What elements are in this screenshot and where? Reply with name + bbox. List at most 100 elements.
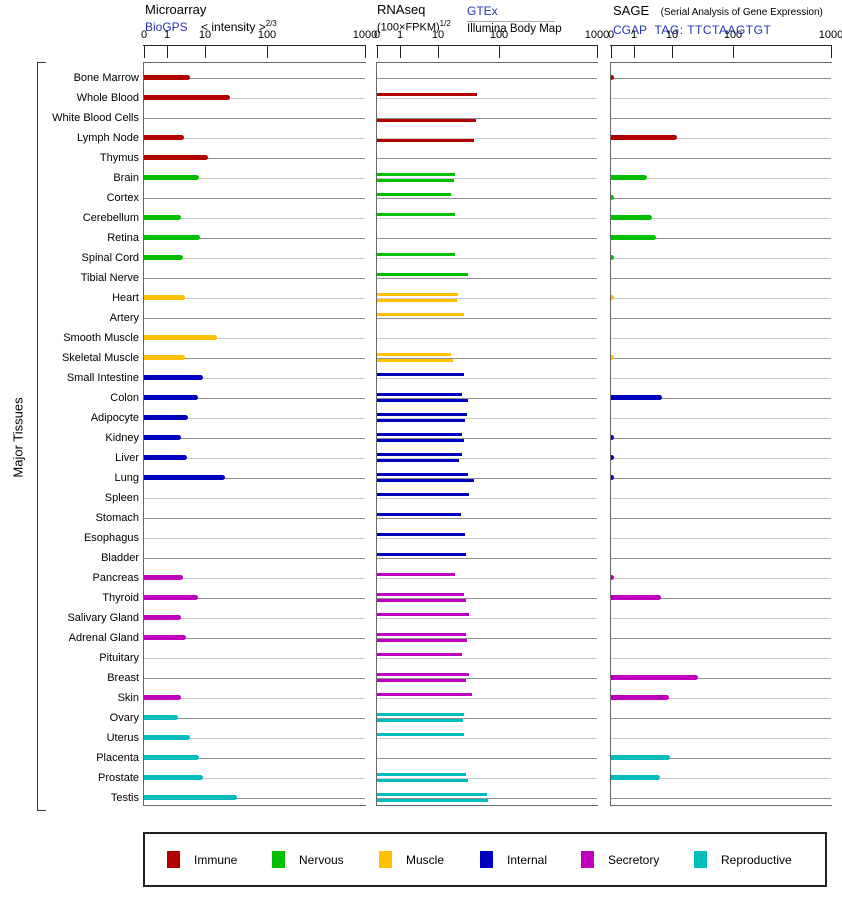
axis-tick bbox=[438, 45, 439, 58]
row-track bbox=[611, 378, 831, 379]
row-track bbox=[611, 338, 831, 339]
row-track bbox=[611, 238, 831, 239]
row-track bbox=[144, 338, 365, 339]
expression-bar-reproductive bbox=[144, 775, 203, 780]
biogps-link[interactable]: BioGPS bbox=[145, 20, 188, 34]
row-track bbox=[377, 178, 597, 179]
expression-bar-internal bbox=[144, 455, 187, 460]
expression-bar-internal bbox=[144, 395, 198, 400]
legend-item-muscle: Muscle bbox=[379, 834, 444, 885]
expression-bar-immune bbox=[611, 135, 677, 140]
row-track bbox=[144, 638, 365, 639]
expression-bar-muscle bbox=[144, 295, 185, 300]
gtex-bar-internal bbox=[377, 373, 464, 376]
illumina-bar-immune bbox=[377, 119, 476, 122]
gtex-link[interactable]: GTEx bbox=[467, 4, 498, 18]
row-track bbox=[611, 218, 831, 219]
row-track bbox=[144, 98, 365, 99]
tissue-label: Lung bbox=[114, 472, 139, 484]
row-track bbox=[144, 378, 365, 379]
legend-swatch-secretory bbox=[581, 851, 594, 868]
panel-left-border bbox=[376, 62, 377, 806]
expression-bar-internal bbox=[611, 435, 614, 440]
panel-bottom-border bbox=[376, 805, 598, 806]
axis-tick bbox=[144, 45, 145, 58]
row-track bbox=[611, 178, 831, 179]
row-track bbox=[144, 318, 365, 319]
expression-bar-muscle bbox=[144, 335, 217, 340]
gtex-bar-internal bbox=[377, 413, 467, 416]
row-track bbox=[611, 798, 831, 799]
row-track bbox=[377, 778, 597, 779]
tissue-label: Adipocyte bbox=[90, 412, 139, 424]
cgap-link[interactable]: CGAP bbox=[613, 23, 648, 37]
expression-bar-muscle bbox=[611, 295, 614, 300]
tissue-label: Tibial Nerve bbox=[80, 272, 139, 284]
row-track bbox=[144, 498, 365, 499]
gtex-bar-muscle bbox=[377, 313, 464, 316]
legend-item-internal: Internal bbox=[480, 834, 547, 885]
row-track bbox=[611, 598, 831, 599]
axis-tick-label: 10 bbox=[665, 29, 679, 41]
panel-top-border bbox=[610, 62, 832, 63]
gtex-bar-secretory bbox=[377, 633, 466, 636]
tissue-label: Pituitary bbox=[99, 652, 139, 664]
tissue-label: Small Intestine bbox=[66, 372, 139, 384]
row-track bbox=[377, 418, 597, 419]
axis-tick bbox=[733, 45, 734, 58]
axis-tick-label: 1 bbox=[630, 29, 638, 41]
tissue-label: White Blood Cells bbox=[52, 112, 139, 124]
row-track bbox=[377, 378, 597, 379]
row-track bbox=[377, 258, 597, 259]
rnaseq-header: RNAseq (100×FPKM)1/2 bbox=[377, 2, 451, 34]
illumina-label: Illumina Body Map bbox=[467, 23, 562, 35]
gtex-bar-internal bbox=[377, 393, 462, 396]
row-track bbox=[144, 658, 365, 659]
row-track bbox=[144, 298, 365, 299]
row-track bbox=[377, 398, 597, 399]
row-track bbox=[377, 158, 597, 159]
row-track bbox=[611, 118, 831, 119]
axis-line bbox=[610, 45, 832, 46]
axis-tick bbox=[499, 45, 500, 58]
expression-bar-nervous bbox=[611, 175, 647, 180]
gtex-bar-immune bbox=[377, 93, 477, 96]
tissue-bracket-tick-top bbox=[37, 62, 46, 63]
row-track bbox=[611, 738, 831, 739]
row-track bbox=[377, 118, 597, 119]
gtex-bar-internal bbox=[377, 493, 469, 496]
axis-tick-label: 100 bbox=[723, 29, 743, 41]
row-track bbox=[377, 558, 597, 559]
row-track bbox=[144, 178, 365, 179]
row-track bbox=[611, 138, 831, 139]
tissue-bracket-tick-bottom bbox=[37, 810, 46, 811]
legend-label: Secretory bbox=[608, 852, 660, 867]
tissue-label: Kidney bbox=[105, 432, 139, 444]
gtex-bar-muscle bbox=[377, 293, 458, 296]
axis-tick bbox=[267, 45, 268, 58]
axis-tick-label: 1000 bbox=[818, 29, 842, 41]
row-track bbox=[144, 118, 365, 119]
row-track bbox=[611, 98, 831, 99]
row-track bbox=[377, 438, 597, 439]
row-track bbox=[611, 298, 831, 299]
axis-line bbox=[143, 45, 366, 46]
expression-bar-secretory bbox=[144, 575, 183, 580]
expression-bar-internal bbox=[611, 395, 662, 400]
row-track bbox=[144, 138, 365, 139]
expression-bar-internal bbox=[611, 475, 614, 480]
row-track bbox=[377, 278, 597, 279]
row-track bbox=[144, 598, 365, 599]
axis-tick bbox=[831, 45, 832, 58]
gtex-bar-nervous bbox=[377, 193, 451, 196]
row-track bbox=[377, 618, 597, 619]
tissue-label: Cortex bbox=[106, 192, 139, 204]
row-track bbox=[144, 718, 365, 719]
tissue-label: Brain bbox=[113, 172, 139, 184]
row-track bbox=[377, 218, 597, 219]
row-track bbox=[144, 538, 365, 539]
row-track bbox=[611, 438, 831, 439]
expression-bar-internal bbox=[144, 415, 188, 420]
row-track bbox=[144, 698, 365, 699]
legend-swatch-nervous bbox=[272, 851, 285, 868]
